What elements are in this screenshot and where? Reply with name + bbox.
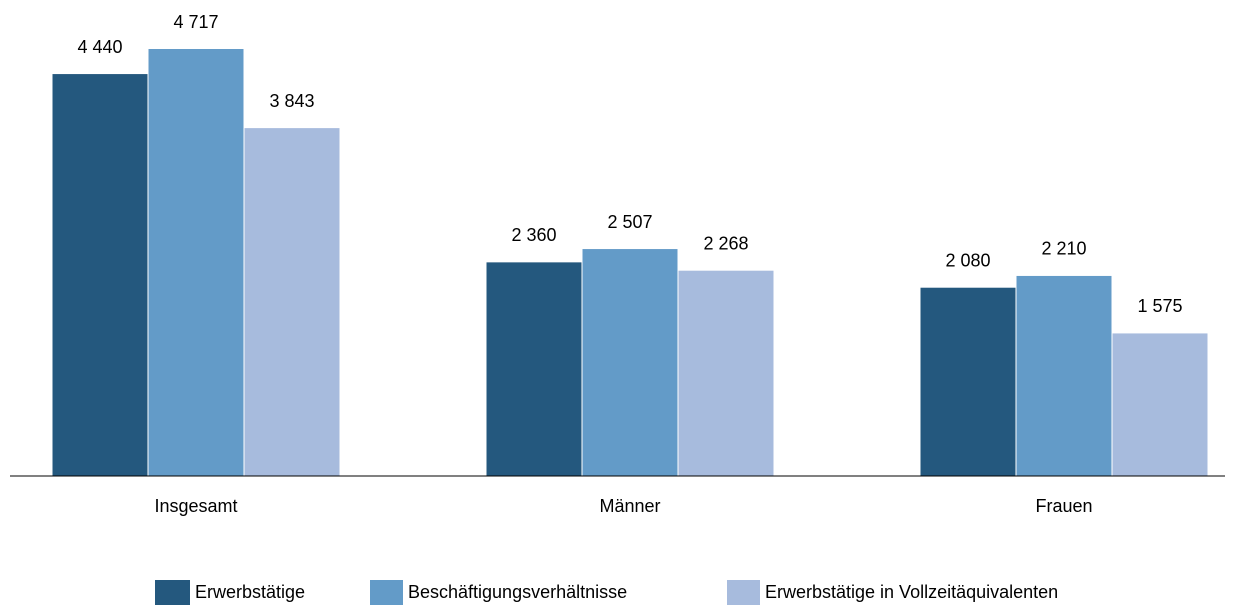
value-label: 4 440 [77,37,122,57]
legend-swatch [727,580,760,605]
bar [678,270,774,476]
legend-swatch [155,580,190,605]
x-tick-label: Frauen [1035,496,1092,516]
bar [1016,275,1112,476]
bar [52,74,148,477]
value-label: 1 575 [1137,296,1182,316]
value-label: 2 080 [945,250,990,270]
legend-label: Beschäftigungsverhältnisse [408,582,627,602]
bar [582,249,678,476]
value-label: 4 717 [173,12,218,32]
legend-label: Erwerbstätige [195,582,305,602]
value-label: 2 268 [703,233,748,253]
value-label: 2 360 [511,225,556,245]
value-label: 2 210 [1041,239,1086,259]
x-tick-label: Insgesamt [154,496,237,516]
bar [244,128,340,476]
x-tick-label: Männer [599,496,660,516]
bar [486,262,582,476]
value-label: 3 843 [269,91,314,111]
legend-swatch [370,580,403,605]
bar [920,287,1016,476]
bar [1112,333,1208,476]
bar [148,49,244,476]
legend-label: Erwerbstätige in Vollzeitäquivalenten [765,582,1058,602]
value-label: 2 507 [607,212,652,232]
